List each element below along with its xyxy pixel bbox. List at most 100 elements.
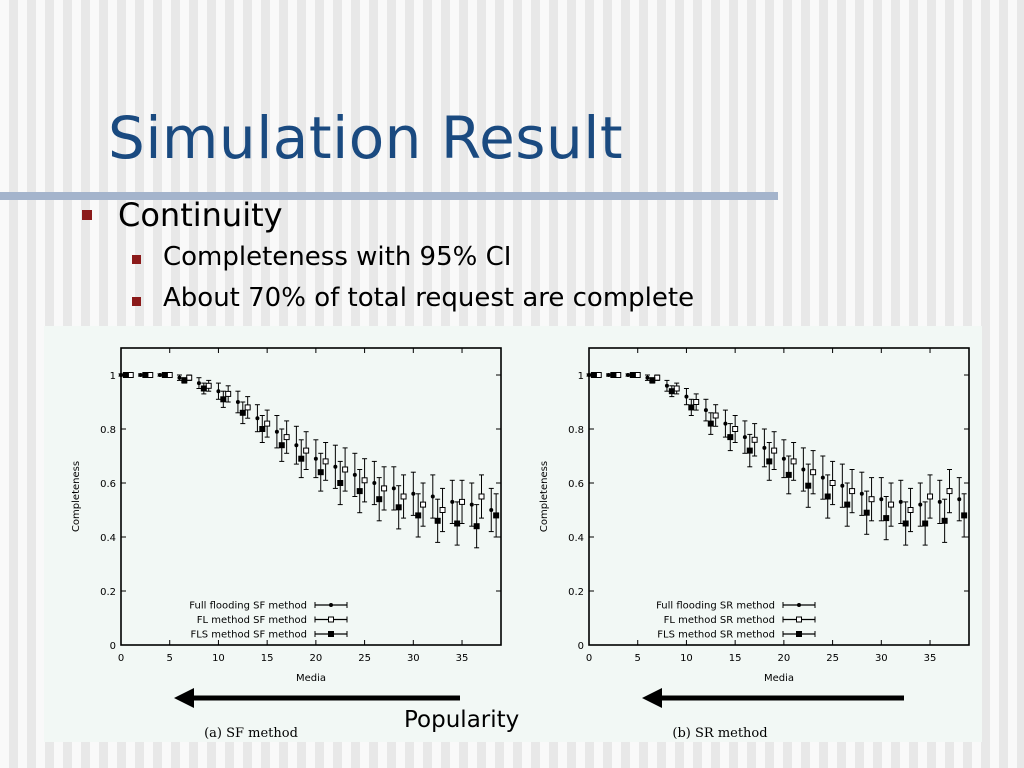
x-tick-label: 25 [826,653,839,664]
data-point [606,373,611,377]
legend-label: FLS method SF method [190,630,307,641]
data-point [434,517,441,524]
data-point [220,396,227,403]
x-axis-label: Media [764,673,794,684]
chart-canvas: 00.20.40.60.810 5 10 15 20 25 30 35MediaComplet… [71,347,970,741]
data-point [225,390,232,397]
data-point [303,447,310,454]
data-point [941,517,948,524]
data-point [157,373,162,377]
data-point [147,372,154,378]
bullet-marker [132,255,141,264]
simulation-figure: 0 0.2 0.4 0.6 0.8 1 0 5 10 15 20 25 30 35 Media Complet… [44,326,982,742]
legend-marker [796,631,802,637]
data-point [902,520,909,527]
x-tick-label: 5 [635,653,641,664]
data-point [654,374,661,381]
data-point [801,467,806,472]
y-tick-label: 0.4 [100,533,116,544]
data-point [430,494,435,499]
popularity-arrow-head [174,688,194,708]
data-point [322,458,329,465]
data-point [181,377,188,384]
data-point [771,447,778,454]
data-point [342,466,349,473]
data-point [298,455,305,462]
data-point [868,496,875,503]
x-tick-label: 35 [456,653,469,664]
data-point [766,458,773,465]
data-point [294,443,299,448]
data-point [820,475,825,480]
popularity-arrow-head [642,688,662,708]
data-point [625,373,630,377]
figure-caption: (b) SR method [672,726,767,741]
data-point [790,458,797,465]
data-point [673,385,680,392]
data-point [824,493,831,500]
data-point [127,372,134,378]
y-tick-label: 0.8 [100,425,116,436]
y-axis-label: Completeness [539,461,550,532]
y-tick-label: 1 [578,371,584,382]
y-tick-label: 0.2 [568,587,584,598]
data-point [849,488,856,495]
x-axis-label: Media [296,673,326,684]
data-point [634,372,641,378]
y-tick-label: 0.6 [568,479,584,490]
data-point [337,480,344,486]
data-point [138,373,143,377]
x-tick-label: 0 [586,653,592,664]
bullet-marker [132,297,141,306]
data-point [688,404,695,411]
x-tick-label: 20 [778,653,791,664]
x-tick-label: 15 [261,653,274,664]
data-point [177,375,182,380]
data-point [957,497,962,502]
data-point [712,412,719,419]
data-point [590,372,597,378]
x-tick-label: 10 [680,653,693,664]
data-point [918,502,923,507]
data-point [810,469,817,476]
x-tick-label: 0 [118,653,124,664]
data-point [478,493,485,500]
data-point [283,434,290,441]
data-point [489,508,494,512]
legend-marker [328,631,334,637]
data-point [450,499,455,504]
data-point [707,420,714,427]
data-point [668,388,675,395]
data-point [469,502,474,507]
data-point [196,381,201,386]
data-point [356,488,363,495]
legend-marker [328,616,334,623]
data-point [395,504,402,511]
legend-marker [796,616,802,623]
data-point [907,507,914,513]
data-point [420,501,427,508]
data-point [400,493,407,500]
bullet-marker [82,210,92,220]
data-point [274,429,279,434]
data-point [879,497,884,502]
data-point [278,442,285,449]
data-point [376,496,383,503]
data-point [888,501,895,508]
data-point [239,409,246,416]
data-point [264,420,271,427]
data-point [255,416,260,421]
data-point [161,372,168,378]
data-point [313,456,318,461]
data-point [762,445,767,450]
legend-label: FLS method SR method [657,630,775,641]
y-tick-label: 0.6 [100,479,116,490]
plot-frame [588,347,970,646]
data-point [883,515,890,522]
data-point [205,382,212,389]
data-point [746,447,753,454]
data-point [629,372,636,378]
data-point [415,512,422,519]
data-point [361,477,368,484]
data-point [649,377,656,384]
